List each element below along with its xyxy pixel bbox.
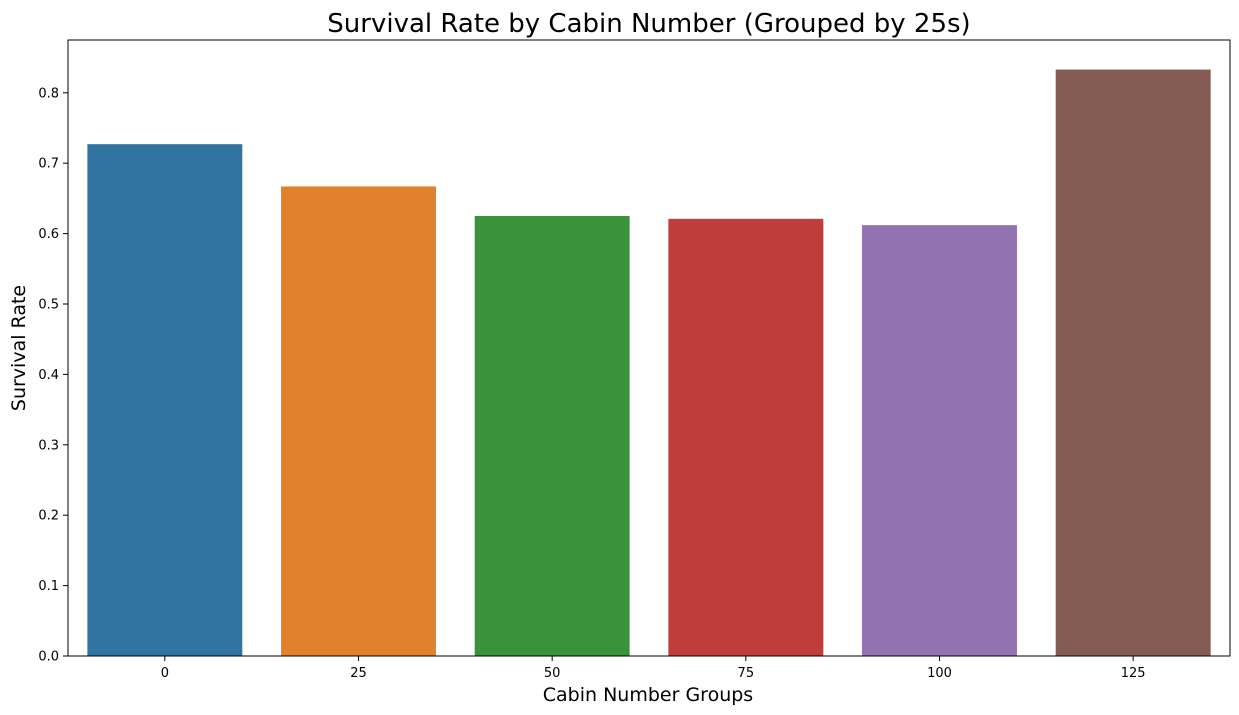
x-tick-label-50: 50 — [544, 666, 561, 681]
y-tick-label-0.4: 0.4 — [38, 368, 59, 383]
x-tick-label-100: 100 — [927, 666, 952, 681]
bar-75 — [668, 218, 824, 657]
plot-area: 0 25 50 75 100 125 0.0 0.1 0.2 0.3 0.4 0.5 0.6 0.7 0.8 — [38, 39, 1231, 681]
y-tick-label-0.0: 0.0 — [38, 650, 59, 665]
bar-100 — [862, 225, 1017, 657]
x-tick-label-125: 125 — [1121, 666, 1146, 681]
bar-125 — [1055, 69, 1211, 657]
y-axis-label: Survival Rate — [8, 285, 30, 411]
axes-frame — [67, 39, 1231, 657]
y-tick-label-0.6: 0.6 — [38, 227, 59, 242]
y-tick-label-0.1: 0.1 — [38, 579, 59, 594]
x-tick-label-0: 0 — [161, 666, 169, 681]
bar-0 — [87, 144, 243, 656]
y-tick-label-0.2: 0.2 — [38, 509, 59, 524]
y-tick-label-0.7: 0.7 — [38, 157, 59, 172]
y-tick-label-0.8: 0.8 — [38, 86, 59, 101]
bar-25 — [281, 186, 436, 656]
bar-50 — [474, 216, 630, 656]
x-axis-label: Cabin Number Groups — [543, 684, 753, 706]
y-tick-label-0.5: 0.5 — [38, 298, 59, 313]
x-tick-label-75: 75 — [738, 666, 755, 681]
chart-title: Survival Rate by Cabin Number (Grouped b… — [327, 9, 970, 39]
x-tick-label-25: 25 — [350, 666, 367, 681]
y-tick-label-0.3: 0.3 — [38, 438, 59, 453]
